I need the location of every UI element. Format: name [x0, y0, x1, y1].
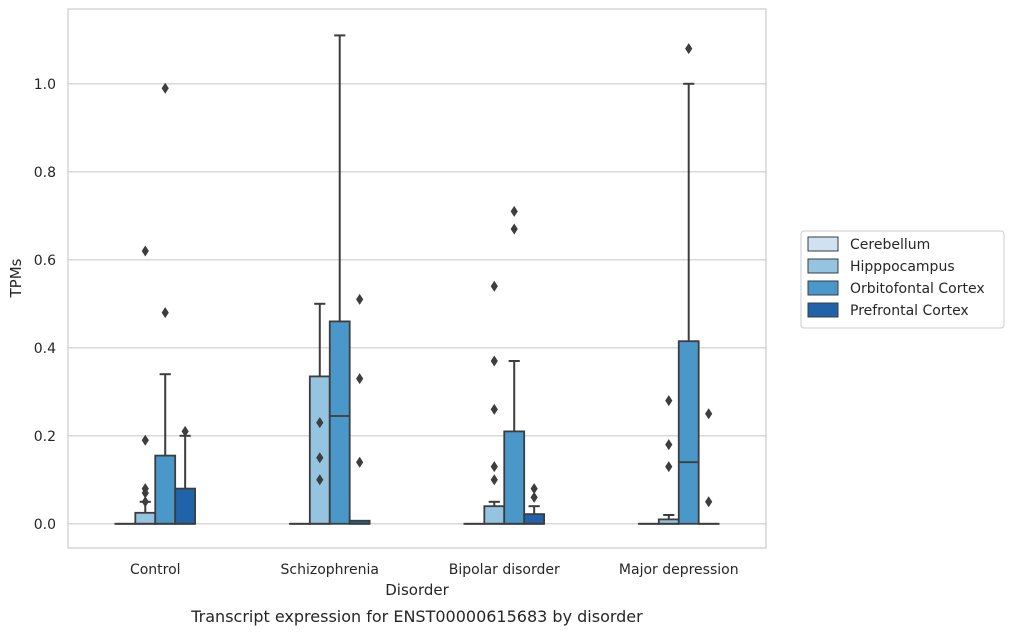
outlier-point	[665, 439, 673, 451]
outlier-point	[665, 395, 673, 407]
legend-swatch	[807, 280, 839, 296]
box-body	[523, 513, 546, 525]
box-orbitofontal-cortex	[677, 43, 700, 525]
outlier-point	[665, 461, 673, 473]
x-tick-label: Major depression	[619, 562, 739, 578]
box-prefrontal-cortex	[697, 408, 720, 525]
outlier-point	[356, 293, 364, 305]
outlier-point	[530, 483, 538, 495]
box-body	[174, 487, 197, 525]
legend-label: Cerebellum	[850, 237, 930, 253]
outlier-point	[316, 474, 324, 486]
box-prefrontal-cortex	[523, 483, 546, 525]
box-hipppocampus	[657, 395, 680, 525]
outlier-point	[356, 456, 364, 468]
y-tick-label: 0.6	[34, 253, 56, 269]
y-axis-label: TPMs	[7, 258, 25, 298]
box-body	[503, 430, 526, 525]
outlier-point	[141, 245, 149, 257]
box-body	[134, 511, 157, 525]
x-tick-label: Control	[130, 562, 181, 578]
box-body	[483, 505, 506, 525]
legend: Cerebellum Hipppocampus Orbitofontal Corte…	[800, 230, 1005, 329]
box-hipppocampus	[134, 245, 157, 525]
box-hipppocampus	[308, 302, 331, 525]
box-prefrontal-cortex	[348, 293, 371, 525]
outlier-point	[490, 403, 498, 415]
box-series	[114, 34, 720, 525]
x-tick-label: Bipolar disorder	[449, 562, 560, 578]
y-tick-label: 0.0	[34, 517, 56, 533]
outlier-point	[141, 496, 149, 508]
outlier-point	[685, 43, 693, 55]
box-orbitofontal-cortex	[503, 205, 526, 525]
outlier-point	[316, 452, 324, 464]
outlier-point	[510, 205, 518, 217]
outlier-point	[490, 355, 498, 367]
outlier-point	[490, 474, 498, 486]
y-tick-label: 0.2	[34, 429, 56, 445]
box-prefrontal-cortex	[174, 425, 197, 525]
outlier-point	[705, 496, 713, 508]
x-tick-labels: Control Schizophrenia Bipolar disorder Majo…	[130, 562, 739, 578]
outlier-point	[181, 425, 189, 437]
y-tick-label: 0.8	[34, 165, 56, 181]
outlier-point	[490, 280, 498, 292]
legend-swatch	[807, 236, 839, 252]
x-tick-label: Schizophrenia	[281, 562, 379, 578]
legend-label: Orbitofontal Cortex	[850, 281, 985, 297]
outlier-point	[705, 408, 713, 420]
chart-caption: Transcript expression for ENST0000061568…	[190, 607, 643, 626]
outlier-point	[316, 417, 324, 429]
box-orbitofontal-cortex	[328, 34, 351, 525]
outlier-point	[161, 307, 169, 319]
x-axis-label: Disorder	[385, 581, 449, 599]
outlier-point	[161, 82, 169, 94]
legend-swatch	[807, 258, 839, 274]
outlier-point	[510, 223, 518, 235]
box-body	[677, 340, 700, 525]
y-tick-label: 0.4	[34, 341, 56, 357]
y-tick-labels: 0.0 0.2 0.4 0.6 0.8 1.0	[34, 77, 56, 533]
box-body	[308, 375, 331, 525]
outlier-point	[530, 491, 538, 503]
y-tick-label: 1.0	[34, 77, 56, 93]
legend-swatch	[807, 302, 839, 318]
outlier-point	[141, 434, 149, 446]
outlier-point	[490, 461, 498, 473]
legend-label: Prefrontal Cortex	[850, 303, 969, 319]
outlier-point	[141, 483, 149, 495]
box-body	[154, 454, 177, 525]
legend-frame	[800, 230, 1005, 329]
box-body	[328, 320, 351, 525]
legend-label: Hipppocampus	[850, 259, 955, 275]
outlier-point	[356, 373, 364, 385]
